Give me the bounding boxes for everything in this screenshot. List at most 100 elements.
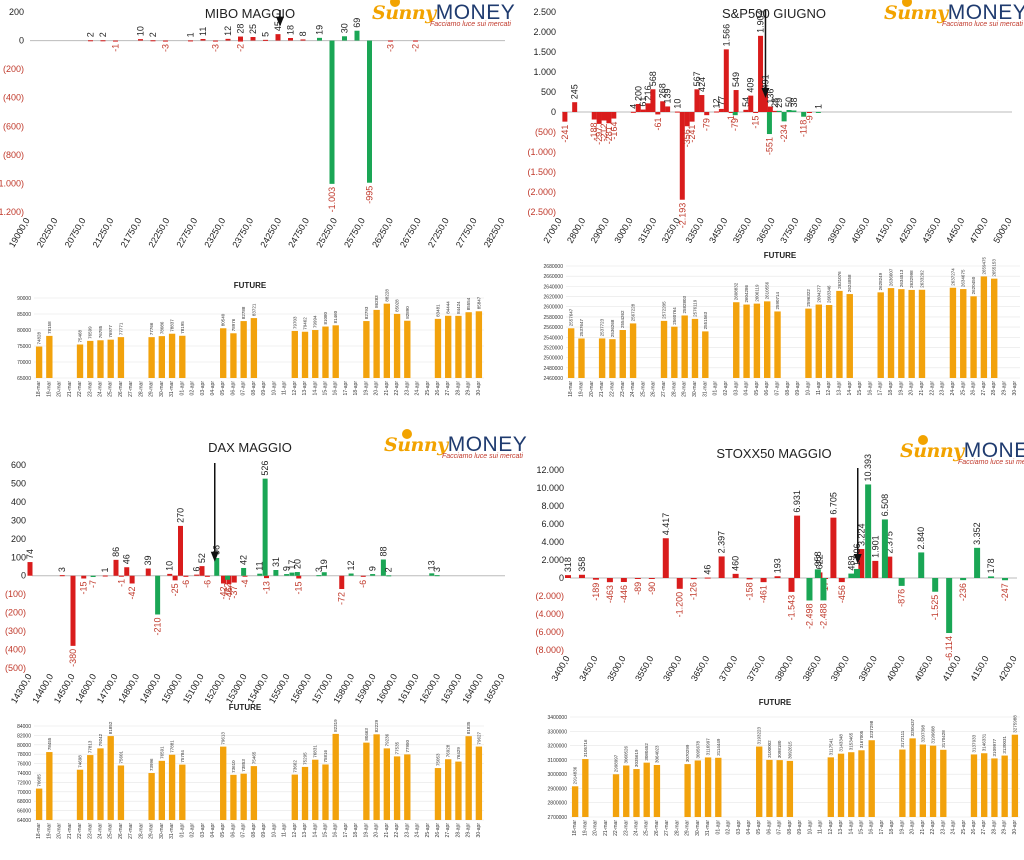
x-tick-label: 19-apr (363, 823, 369, 838)
x-tick-label: 19-mar (46, 381, 52, 397)
y-tick-label: (400) (3, 93, 24, 103)
future-bar (970, 754, 978, 817)
data-label: -13 (262, 581, 272, 594)
x-tick-label: 27250,0 (426, 216, 451, 249)
sun-icon (402, 429, 412, 439)
bar (113, 40, 118, 42)
x-tick-label: 27-apr (981, 820, 987, 835)
x-tick-label: 01-apr (715, 820, 721, 835)
data-label: -37 (229, 586, 239, 599)
future-value-label: 75601 (118, 750, 123, 763)
chart-title: DAX MAGGIO (208, 440, 292, 455)
bar (81, 575, 87, 579)
future-value-label: 2914836 (573, 766, 578, 784)
dax-options-svg: DAX MAGGIO 600 500 400 300 200 100 0 (100) (200) (… (5, 440, 507, 705)
data-label: -6.114 (944, 636, 954, 661)
y-tick-label: (300) (5, 626, 26, 636)
future-value-label: 3146331 (982, 733, 987, 751)
bar (620, 578, 627, 583)
future-title: FUTURE (229, 703, 262, 712)
sp500-future-chart: FUTURE 2680000 2660000 2640000 2620000 260000… (530, 248, 1024, 406)
x-tick-label: 3550,0 (633, 654, 655, 683)
data-label: 30 (340, 23, 350, 33)
future-value-label: 3130031 (1002, 736, 1007, 754)
y-tick-label: 2.000 (541, 555, 564, 565)
future-value-label: 81080 (323, 312, 328, 325)
bar (102, 575, 108, 577)
y-tick-label: 200 (9, 7, 24, 17)
data-label: 61 (638, 97, 648, 107)
x-tick-label: 14-apr (848, 820, 854, 835)
future-bar (332, 325, 339, 378)
bar (704, 112, 710, 116)
future-value-label: 77771 (118, 322, 123, 335)
logo-money-text: MONEY (447, 433, 528, 456)
data-label: -380 (68, 649, 78, 667)
future-bar (87, 340, 94, 378)
y-tick-label: 200 (11, 534, 26, 544)
bar (100, 40, 106, 42)
x-tick-label: 29-mar (685, 820, 691, 836)
future-value-label: 77766 (149, 322, 154, 335)
future-bar (598, 338, 606, 378)
future-value-label: 3117541 (828, 738, 833, 756)
bar (766, 112, 772, 135)
future-value-label: 79994 (313, 315, 318, 328)
x-tick-label: 4250,0 (897, 216, 919, 245)
bar (296, 575, 302, 579)
bar (367, 40, 372, 183)
future-value-label: 83721 (251, 303, 256, 316)
data-label: -2.498 (804, 603, 814, 629)
future-bar (76, 769, 84, 820)
bar (70, 575, 76, 646)
y-tick-label: 74000 (17, 771, 31, 777)
sun-icon (918, 435, 928, 445)
logo-sunny-text: Sunny (884, 2, 948, 24)
x-tick-label: 22-mar (77, 381, 83, 397)
future-value-label: 75816 (323, 749, 328, 762)
data-label: 54 (741, 97, 751, 107)
future-value-label: 2606119 (754, 284, 759, 302)
bar (348, 573, 354, 576)
x-tick-label: 4000,0 (885, 654, 907, 683)
x-tick-label: 11-apr (282, 381, 288, 395)
y-tick-label: (500) (5, 663, 26, 673)
bar (250, 37, 256, 41)
future-value-label: 2628249 (878, 272, 883, 290)
x-tick-label: 3550,0 (731, 216, 753, 245)
x-tick-label: 17-apr (879, 820, 885, 835)
future-value-label: 86283 (374, 295, 379, 308)
data-label: 567 (692, 71, 702, 86)
x-tick-label: 3700,0 (717, 654, 739, 683)
x-tick-label: 3800,0 (773, 654, 795, 683)
y-tick-label: 2520000 (544, 345, 564, 351)
future-bar (230, 774, 237, 820)
future-bar (475, 311, 483, 378)
future-bar (434, 768, 442, 820)
x-tick-label: 12-apr (828, 820, 834, 835)
future-bar (919, 744, 927, 817)
bar (814, 569, 821, 578)
bar (660, 101, 666, 112)
data-label: 19 (319, 559, 329, 569)
data-label: -551 (764, 137, 774, 155)
data-label: 46 (703, 565, 713, 575)
x-tick-label: 01-apr (179, 381, 185, 396)
x-tick-label: 18-mar (36, 381, 42, 397)
y-tick-label: (200) (5, 608, 26, 618)
x-tick-label: 21-apr (920, 820, 926, 835)
x-tick-label: 22-mar (609, 381, 615, 397)
y-tick-label: 12.000 (536, 465, 564, 475)
data-label: -188 (589, 123, 599, 141)
bar (321, 572, 327, 576)
data-label: 136 (765, 89, 775, 104)
data-label: 1.901 (870, 535, 880, 558)
future-value-label: 75784 (180, 750, 185, 763)
future-bar (393, 756, 401, 820)
bar (562, 112, 568, 122)
future-bar (434, 318, 442, 378)
x-tick-label: 28-mar (671, 381, 677, 397)
future-value-label: 75468 (78, 329, 83, 342)
data-label: 11 (255, 561, 265, 570)
data-label: 6 (192, 567, 202, 572)
